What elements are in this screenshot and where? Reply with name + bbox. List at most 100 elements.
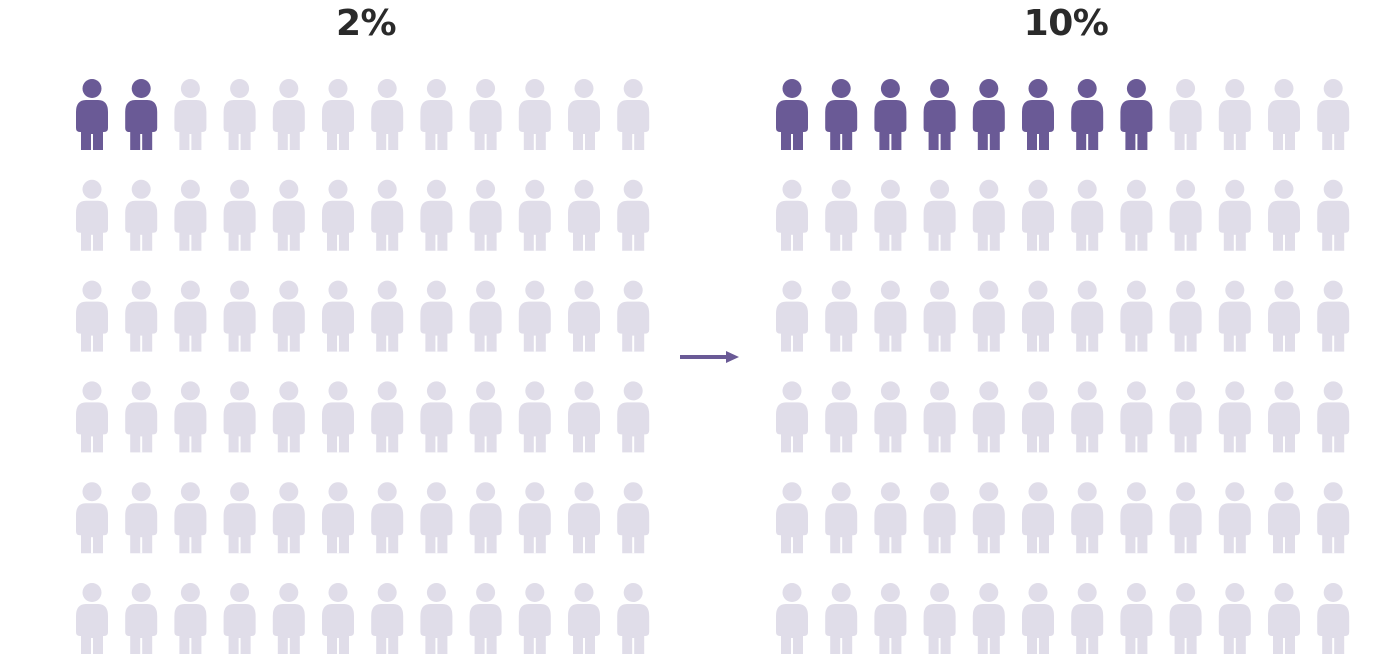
person-icon <box>1218 79 1251 150</box>
person-icon <box>617 179 650 251</box>
person-icon <box>1120 381 1153 453</box>
person-icon <box>125 280 158 352</box>
person-icon <box>1317 482 1350 554</box>
person-icon <box>776 381 808 453</box>
person-icon <box>469 482 502 554</box>
person-icon <box>1218 482 1251 554</box>
person-icon <box>1169 482 1202 554</box>
person-icon <box>1120 280 1153 352</box>
person-icon <box>76 179 108 251</box>
person-icon <box>923 179 956 251</box>
person-icon <box>371 381 404 453</box>
person-icon <box>1268 280 1300 352</box>
person-icon-highlighted <box>1022 79 1054 150</box>
person-icon <box>972 179 1005 251</box>
person-icon <box>223 280 256 352</box>
person-icon <box>617 482 650 554</box>
person-icon <box>1169 179 1202 251</box>
person-icon <box>272 583 305 654</box>
person-icon <box>518 280 551 352</box>
person-icon <box>874 381 907 453</box>
person-icon <box>1169 79 1202 150</box>
person-icon <box>1268 179 1300 251</box>
person-icon-highlighted <box>1120 79 1153 150</box>
person-icon-highlighted <box>1071 79 1104 150</box>
person-icon <box>923 381 956 453</box>
person-icon <box>617 79 650 150</box>
person-icon-highlighted <box>776 79 808 150</box>
person-icon <box>420 179 453 251</box>
person-icon <box>469 179 502 251</box>
person-icon <box>825 583 858 654</box>
person-icon <box>874 280 907 352</box>
person-icon <box>125 179 158 251</box>
person-icon <box>125 482 158 554</box>
person-icon <box>174 179 207 251</box>
person-icon <box>174 583 207 654</box>
pictogram-grid-after <box>776 79 1350 654</box>
person-icon <box>1218 179 1251 251</box>
person-icon <box>174 79 207 150</box>
person-icon <box>322 179 354 251</box>
person-icon <box>322 79 354 150</box>
person-icon <box>825 280 858 352</box>
person-icon <box>825 179 858 251</box>
person-icon <box>1120 583 1153 654</box>
person-icon <box>272 79 305 150</box>
person-icon-highlighted <box>874 79 907 150</box>
person-icon <box>1071 179 1104 251</box>
person-icon <box>223 482 256 554</box>
person-icon <box>776 482 808 554</box>
person-icon <box>1268 482 1300 554</box>
person-icon <box>1317 79 1350 150</box>
person-icon <box>1022 482 1054 554</box>
person-icon <box>1120 179 1153 251</box>
person-icon-highlighted <box>76 79 108 150</box>
person-icon <box>76 482 108 554</box>
person-icon <box>272 280 305 352</box>
person-icon <box>420 482 453 554</box>
person-icon <box>272 482 305 554</box>
person-icon <box>617 583 650 654</box>
person-icon <box>420 381 453 453</box>
person-icon <box>1022 381 1054 453</box>
person-icon <box>1268 381 1300 453</box>
person-icon <box>568 583 600 654</box>
person-icon-highlighted <box>125 79 158 150</box>
person-icon <box>1022 280 1054 352</box>
person-icon <box>972 482 1005 554</box>
person-icon <box>874 179 907 251</box>
person-icon <box>1169 381 1202 453</box>
person-icon <box>568 482 600 554</box>
person-icon <box>371 583 404 654</box>
person-icon <box>923 280 956 352</box>
person-icon <box>617 381 650 453</box>
person-icon <box>518 179 551 251</box>
person-icon <box>776 583 808 654</box>
person-icon <box>1120 482 1153 554</box>
person-icon <box>371 79 404 150</box>
person-icon <box>272 381 305 453</box>
person-icon <box>1169 280 1202 352</box>
person-icon <box>322 381 354 453</box>
person-icon <box>420 583 453 654</box>
person-icon <box>568 280 600 352</box>
person-icon <box>874 583 907 654</box>
person-icon <box>617 280 650 352</box>
person-icon <box>1071 482 1104 554</box>
person-icon <box>1169 583 1202 654</box>
person-icon <box>518 381 551 453</box>
person-icon <box>223 179 256 251</box>
person-icon <box>825 482 858 554</box>
person-icon <box>469 280 502 352</box>
person-icon <box>1071 280 1104 352</box>
person-icon <box>1268 79 1300 150</box>
person-icon <box>923 482 956 554</box>
person-icon <box>568 79 600 150</box>
person-icon <box>518 583 551 654</box>
person-icon <box>125 381 158 453</box>
person-icon <box>1218 583 1251 654</box>
person-icon <box>223 79 256 150</box>
person-icon <box>1071 381 1104 453</box>
person-icon <box>1218 381 1251 453</box>
